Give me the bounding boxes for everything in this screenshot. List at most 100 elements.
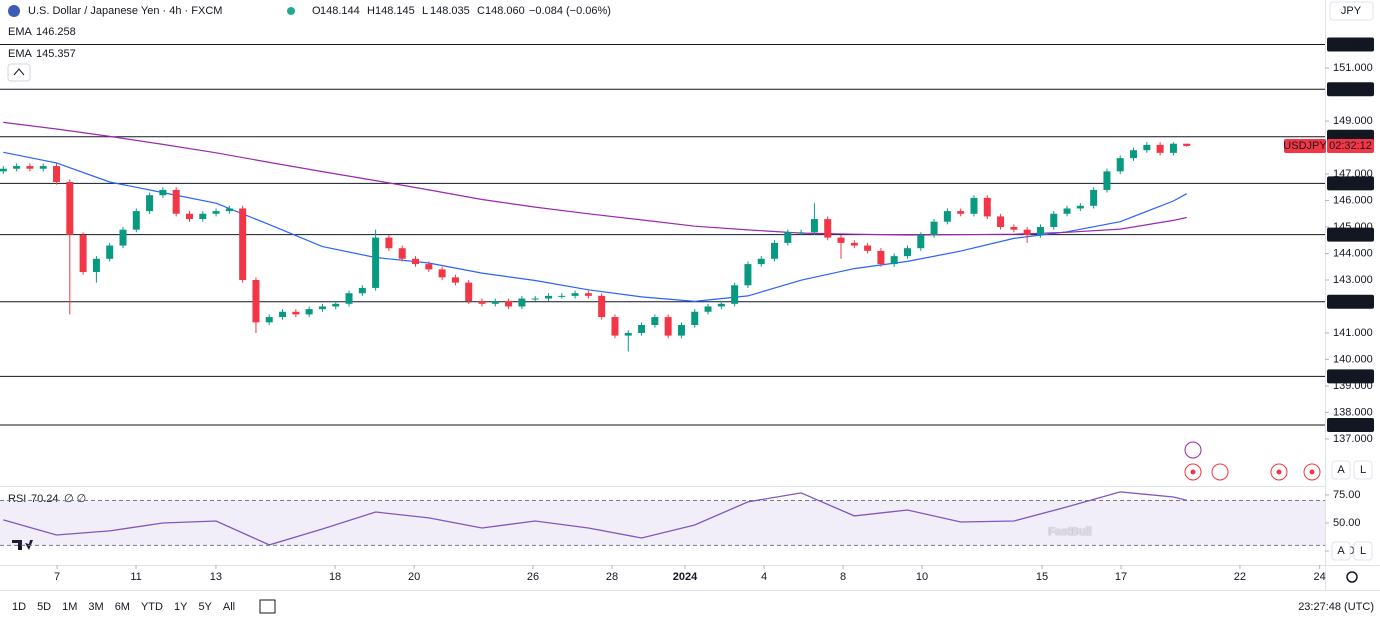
ohlc-value: 148.060 <box>485 5 525 17</box>
ema-value: 145.357 <box>36 48 76 60</box>
y-tick-label: 141.000 <box>1333 327 1373 339</box>
x-tick-label: 13 <box>210 571 222 583</box>
range-button[interactable]: 1D <box>12 601 26 613</box>
scale-button-label[interactable]: A <box>1337 464 1345 476</box>
x-tick-label: 10 <box>916 571 928 583</box>
candle-body <box>1023 229 1031 235</box>
candle-body <box>465 282 473 302</box>
currency[interactable]: JPY <box>1341 5 1362 17</box>
range-button[interactable]: 5Y <box>198 601 212 613</box>
candle-body <box>598 295 606 318</box>
candle-body <box>199 213 207 220</box>
level-label: 146.649 <box>1331 177 1371 189</box>
ohlc-key: H <box>367 5 375 17</box>
candle-body <box>13 166 21 169</box>
candle-body <box>239 208 247 280</box>
candle-body <box>1156 144 1164 153</box>
level-box <box>1327 227 1374 242</box>
candle-body <box>903 248 911 257</box>
candle-body <box>624 332 632 336</box>
candle-body <box>491 301 499 304</box>
last-price-symbol-box <box>1284 138 1326 153</box>
ohlc-key: O <box>312 5 321 17</box>
scale-button[interactable] <box>1353 460 1373 480</box>
rsi-line <box>3 491 1187 546</box>
rsi-name: RSI <box>8 493 26 505</box>
candle-body <box>1036 227 1044 235</box>
candle-body <box>691 311 699 326</box>
candle-body <box>265 317 273 323</box>
x-tick-label: 24 <box>1314 571 1326 583</box>
collapse-button[interactable] <box>7 63 31 82</box>
scale-button-label[interactable]: L <box>1360 464 1366 476</box>
scale-button-label[interactable]: L <box>1360 545 1366 557</box>
level-box <box>1327 37 1374 52</box>
level-box <box>1327 294 1374 309</box>
candle-body <box>837 237 845 243</box>
settings-icon[interactable] <box>1346 571 1358 583</box>
candle-body <box>731 285 739 304</box>
event-icon[interactable] <box>1184 441 1202 459</box>
candle-body <box>39 166 47 169</box>
status-dot <box>287 7 295 15</box>
candle-body <box>757 258 765 265</box>
candle-body <box>771 242 779 259</box>
candle-body <box>53 166 61 182</box>
price-change: −0.084 (−0.06%) <box>529 5 611 17</box>
scale-button-label[interactable]: A <box>1337 545 1345 557</box>
x-tick-label: 26 <box>527 571 539 583</box>
candle-body <box>292 311 300 315</box>
ohlc-value: 148.145 <box>375 5 415 17</box>
candle-body <box>146 195 154 212</box>
x-tick-label: 28 <box>606 571 618 583</box>
ema-line <box>3 151 1187 303</box>
range-button[interactable]: 6M <box>115 601 130 613</box>
range-button[interactable]: 1Y <box>174 601 188 613</box>
candle-body <box>571 293 579 296</box>
event-icon[interactable] <box>1211 463 1229 481</box>
ohlc-key: L <box>422 5 428 17</box>
candle-body <box>717 303 725 307</box>
range-button[interactable]: YTD <box>141 601 163 613</box>
x-tick-label: 8 <box>840 571 846 583</box>
watermark: FastBull <box>1048 526 1091 538</box>
last-price-symbol: USDJPY <box>1283 140 1327 152</box>
range-button[interactable]: 3M <box>88 601 103 613</box>
event-icon-dot <box>1190 469 1196 475</box>
level-label: 151.889 <box>1331 38 1371 50</box>
range-button[interactable]: 5D <box>37 601 51 613</box>
ema-value: 146.258 <box>36 26 76 38</box>
range-button[interactable]: All <box>223 601 235 613</box>
candle-body <box>850 242 858 246</box>
candle-body <box>305 309 313 315</box>
candle-body <box>957 211 965 214</box>
candle-body <box>890 256 898 265</box>
level-box <box>1327 418 1374 433</box>
scale-button[interactable] <box>1331 460 1351 480</box>
ohlc-value: 148.144 <box>320 5 360 17</box>
candle-body <box>79 234 87 273</box>
rsi-extra: ∅ ∅ <box>64 493 86 505</box>
event-icon-dot <box>1276 469 1282 475</box>
candle-body <box>651 317 659 326</box>
x-tick-label: 11 <box>130 571 141 583</box>
calendar-icon[interactable] <box>259 599 276 614</box>
candle-body <box>172 189 180 214</box>
scale-button[interactable] <box>1353 541 1373 561</box>
candle-body <box>531 298 539 300</box>
scale-button[interactable] <box>1331 541 1351 561</box>
candle-body <box>1103 171 1111 190</box>
currency-box[interactable] <box>1329 1 1374 21</box>
event-icon-dot <box>1309 469 1315 475</box>
candle-body <box>558 295 566 297</box>
y-tick-label: 143.000 <box>1333 274 1373 286</box>
candle-body <box>970 197 978 214</box>
rsi-tick-label: 50.00 <box>1333 517 1361 529</box>
range-button[interactable]: 1M <box>62 601 77 613</box>
candle-body <box>797 232 805 234</box>
candle-body <box>917 234 925 249</box>
collapse-arrow <box>13 68 25 76</box>
ohlc-value: 148.035 <box>430 5 470 17</box>
